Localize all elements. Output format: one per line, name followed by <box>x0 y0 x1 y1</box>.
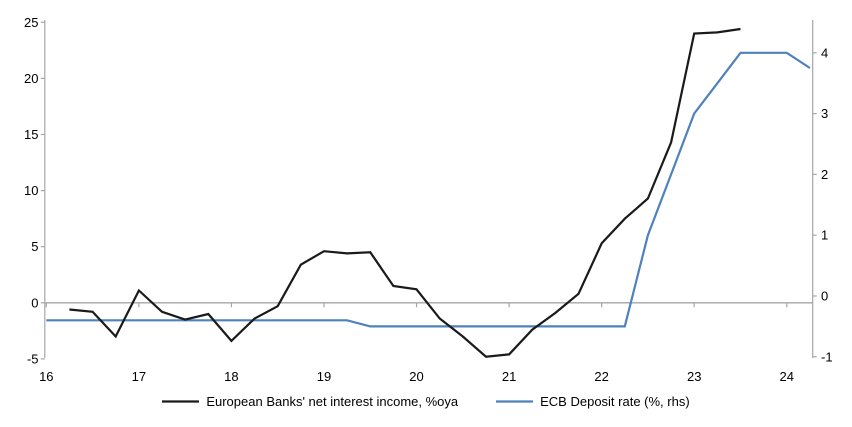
right-axis-tick-label: 4 <box>821 45 828 60</box>
x-axis-tick-label: 22 <box>594 369 608 384</box>
legend-line-swatch-blue <box>496 400 534 403</box>
left-axis-tick-label: -5 <box>27 351 39 366</box>
right-axis-tick-label: -1 <box>821 349 833 364</box>
right-axis-tick-label: 1 <box>821 228 828 243</box>
right-axis-tick-label: 3 <box>821 106 828 121</box>
legend-item-net-interest-income: European Banks' net interest income, %oy… <box>162 394 458 409</box>
series-line-net-interest-income <box>69 27 741 358</box>
x-axis-tick-label: 21 <box>502 369 516 384</box>
legend-line-swatch-black <box>162 400 200 403</box>
left-axis-tick-label: 5 <box>31 239 38 254</box>
x-axis-tick-label: 24 <box>780 369 794 384</box>
x-axis-tick-label: 19 <box>317 369 331 384</box>
left-axis-tick-label: 10 <box>24 183 38 198</box>
legend: European Banks' net interest income, %oy… <box>0 394 852 409</box>
x-axis-tick-label: 20 <box>409 369 423 384</box>
series-line-ecb-deposit-rate <box>46 51 811 328</box>
left-axis-tick-label: 25 <box>24 15 38 30</box>
x-axis-tick-label: 23 <box>687 369 701 384</box>
left-axis-tick-label: 0 <box>31 295 38 310</box>
legend-item-ecb-deposit-rate: ECB Deposit rate (%, rhs) <box>496 394 690 409</box>
legend-label-net-interest-income: European Banks' net interest income, %oy… <box>206 394 459 409</box>
left-axis-tick-label: 15 <box>24 127 38 142</box>
left-axis-tick-label: 20 <box>24 71 38 86</box>
legend-label-ecb-deposit-rate: ECB Deposit rate (%, rhs) <box>540 394 690 409</box>
x-axis-tick-label: 18 <box>224 369 238 384</box>
right-axis-tick-label: 0 <box>821 289 828 304</box>
x-axis-tick-label: 17 <box>132 369 146 384</box>
right-axis-tick-label: 2 <box>821 167 828 182</box>
x-axis-tick-label: 16 <box>39 369 53 384</box>
